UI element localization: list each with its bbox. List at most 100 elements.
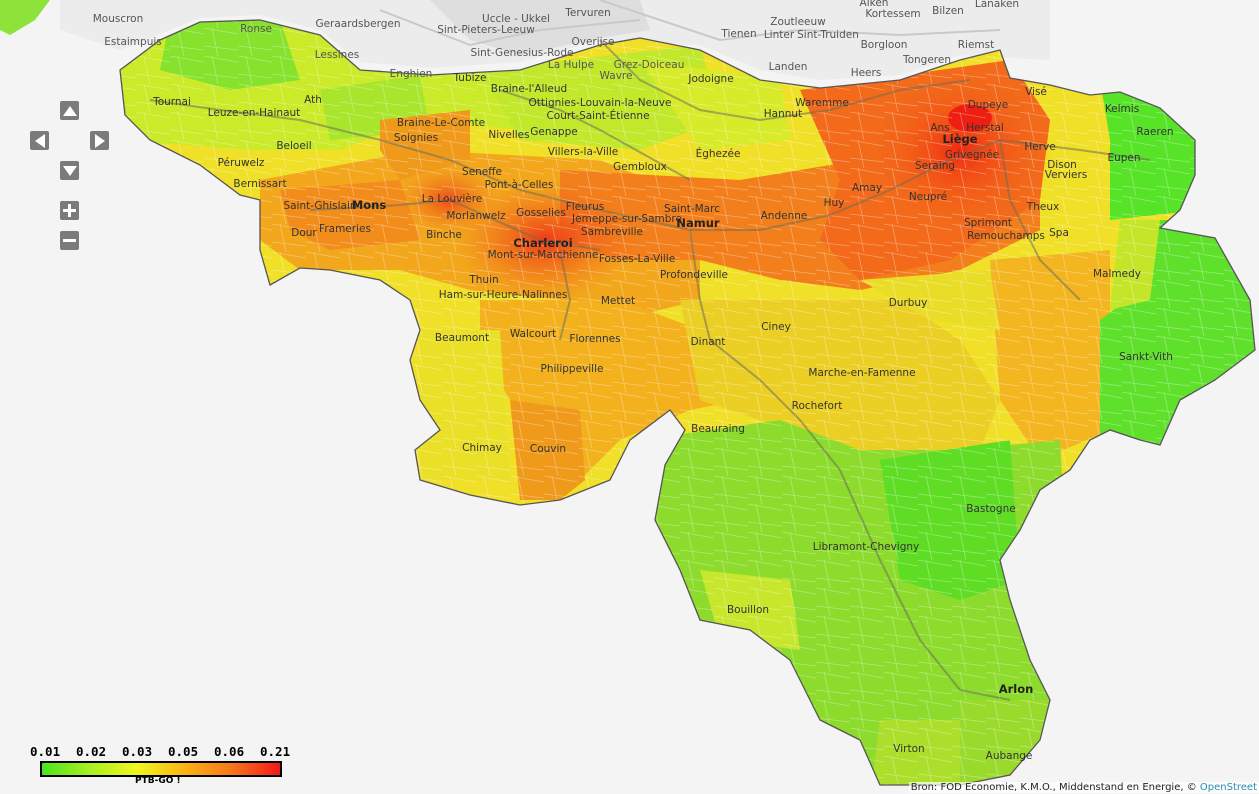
place-label: Ciney bbox=[761, 321, 791, 333]
legend-caption: PTB-GO ! bbox=[135, 776, 181, 786]
place-label: Nivelles bbox=[488, 129, 529, 141]
zoom-in-button[interactable] bbox=[60, 201, 79, 220]
place-label: Grivegnée bbox=[945, 149, 999, 161]
place-label: Seneffe bbox=[462, 166, 502, 178]
legend-tick: 0.01 bbox=[30, 744, 61, 759]
place-label: La Hulpe bbox=[548, 59, 594, 71]
place-label: Landen bbox=[769, 61, 808, 73]
place-label: Andenne bbox=[761, 210, 808, 222]
place-label: Tongeren bbox=[902, 54, 951, 66]
place-label: Fleurus bbox=[566, 201, 605, 213]
place-label: Frameries bbox=[319, 223, 371, 235]
place-label: Philippeville bbox=[541, 363, 604, 375]
place-label: Jemeppe-sur-Sambre bbox=[571, 213, 682, 225]
place-label: Beloeil bbox=[276, 140, 311, 152]
place-label: Bernissart bbox=[233, 178, 286, 190]
place-label: Florennes bbox=[569, 333, 620, 345]
place-label: Rochefort bbox=[792, 400, 843, 412]
place-label: Gosselies bbox=[516, 207, 566, 219]
place-label: Jodoigne bbox=[687, 73, 733, 85]
place-label: Saint-Ghislain bbox=[283, 200, 356, 212]
place-label: Marche-en-Famenne bbox=[808, 367, 915, 379]
place-label: Sankt-Vith bbox=[1119, 351, 1173, 363]
place-label: Péruwelz bbox=[218, 157, 265, 169]
place-label: Linter bbox=[764, 29, 795, 41]
place-label: Hannut bbox=[764, 108, 802, 120]
legend-tick: 0.21 bbox=[260, 744, 291, 759]
place-label: Ans bbox=[930, 122, 949, 134]
place-label: Wavre bbox=[600, 70, 633, 82]
place-label: Enghien bbox=[390, 68, 433, 80]
place-label: Éghezée bbox=[696, 147, 741, 160]
place-label: Durbuy bbox=[889, 297, 928, 309]
place-label: Chimay bbox=[462, 442, 502, 454]
place-label: Ronse bbox=[240, 23, 272, 35]
place-label: Liège bbox=[942, 132, 977, 146]
place-label: Sint-Pieters-Leeuw bbox=[437, 24, 535, 36]
place-label: Namur bbox=[676, 216, 720, 230]
place-label: Borgloon bbox=[861, 39, 908, 51]
place-label: Braine-Le-Comte bbox=[397, 117, 485, 129]
pan-down-button[interactable] bbox=[60, 161, 79, 180]
place-label: Beauraing bbox=[691, 423, 745, 435]
place-label: Tournai bbox=[152, 96, 191, 108]
place-label: Lessines bbox=[315, 49, 360, 61]
arrow-up-icon bbox=[62, 105, 77, 116]
place-label: Sint-Genesius-Rode bbox=[471, 47, 574, 59]
legend-tick: 0.06 bbox=[214, 744, 245, 759]
legend-tick: 0.05 bbox=[168, 744, 199, 759]
place-label: Walcourt bbox=[510, 328, 556, 340]
place-label: Charleroi bbox=[513, 236, 572, 250]
place-label: Mons bbox=[352, 198, 387, 212]
place-label: Grez-Doiceau bbox=[614, 59, 685, 71]
place-label: Genappe bbox=[530, 126, 577, 138]
place-label: Ham-sur-Heure-Nalinnes bbox=[439, 289, 568, 301]
legend-color-bar bbox=[40, 761, 282, 777]
place-label: Bilzen bbox=[932, 5, 964, 17]
legend-ticks: 0.01 0.02 0.03 0.05 0.06 0.21 bbox=[30, 744, 291, 759]
place-label: Arlon bbox=[999, 682, 1034, 696]
place-label: Herstal bbox=[966, 122, 1004, 134]
pan-right-button[interactable] bbox=[90, 131, 109, 150]
plus-icon bbox=[63, 204, 76, 217]
place-label: Binche bbox=[426, 229, 462, 241]
place-label: Kelmis bbox=[1105, 103, 1139, 115]
place-label: Geraardsbergen bbox=[315, 18, 400, 30]
place-label: Beaumont bbox=[435, 332, 489, 344]
place-label: Spa bbox=[1049, 227, 1069, 239]
minus-icon bbox=[63, 239, 76, 242]
place-label: Estaimpuis bbox=[104, 36, 162, 48]
openstreetmap-link[interactable]: OpenStreet bbox=[1199, 782, 1257, 793]
zoom-out-button[interactable] bbox=[60, 231, 79, 250]
place-label: Heers bbox=[851, 67, 882, 79]
place-label: Waremme bbox=[795, 97, 849, 109]
place-label: Soignies bbox=[394, 132, 438, 144]
place-label: Amay bbox=[852, 182, 882, 194]
place-labels: Mouscron Geraardsbergen Uccle - Ukkel Tervu… bbox=[93, 0, 1174, 762]
place-label: Ottignies-Louvain-la-Neuve bbox=[529, 97, 672, 109]
place-label: Visé bbox=[1025, 86, 1047, 98]
place-label: Thuin bbox=[468, 274, 498, 286]
place-label: Saint-Marc bbox=[664, 203, 720, 215]
place-label: Morlanwelz bbox=[446, 210, 506, 222]
place-label: Ath bbox=[304, 94, 322, 106]
pan-up-button[interactable] bbox=[60, 101, 79, 120]
place-label: Mouscron bbox=[93, 13, 144, 25]
arrow-left-icon bbox=[34, 133, 45, 148]
place-label: Neupré bbox=[909, 191, 947, 203]
place-label: Braine-l'Alleud bbox=[491, 83, 567, 95]
place-label: Dinant bbox=[691, 336, 726, 348]
place-label: Dupeye bbox=[968, 99, 1009, 111]
attribution-text: Bron: FOD Economie, K.M.O., Middenstand … bbox=[910, 782, 1200, 793]
place-label: Mont-sur-Marchienne bbox=[488, 249, 599, 261]
pan-left-button[interactable] bbox=[30, 131, 49, 150]
place-label: Lanaken bbox=[975, 0, 1019, 10]
place-label: Dison bbox=[1047, 159, 1077, 171]
place-label: Uccle - Ukkel bbox=[482, 13, 550, 25]
place-label: Aubange bbox=[986, 750, 1033, 762]
place-label: Eupen bbox=[1107, 152, 1140, 164]
place-label: Bastogne bbox=[966, 503, 1015, 515]
place-label: Overijse bbox=[571, 36, 614, 48]
place-label: Tienen bbox=[720, 28, 756, 40]
